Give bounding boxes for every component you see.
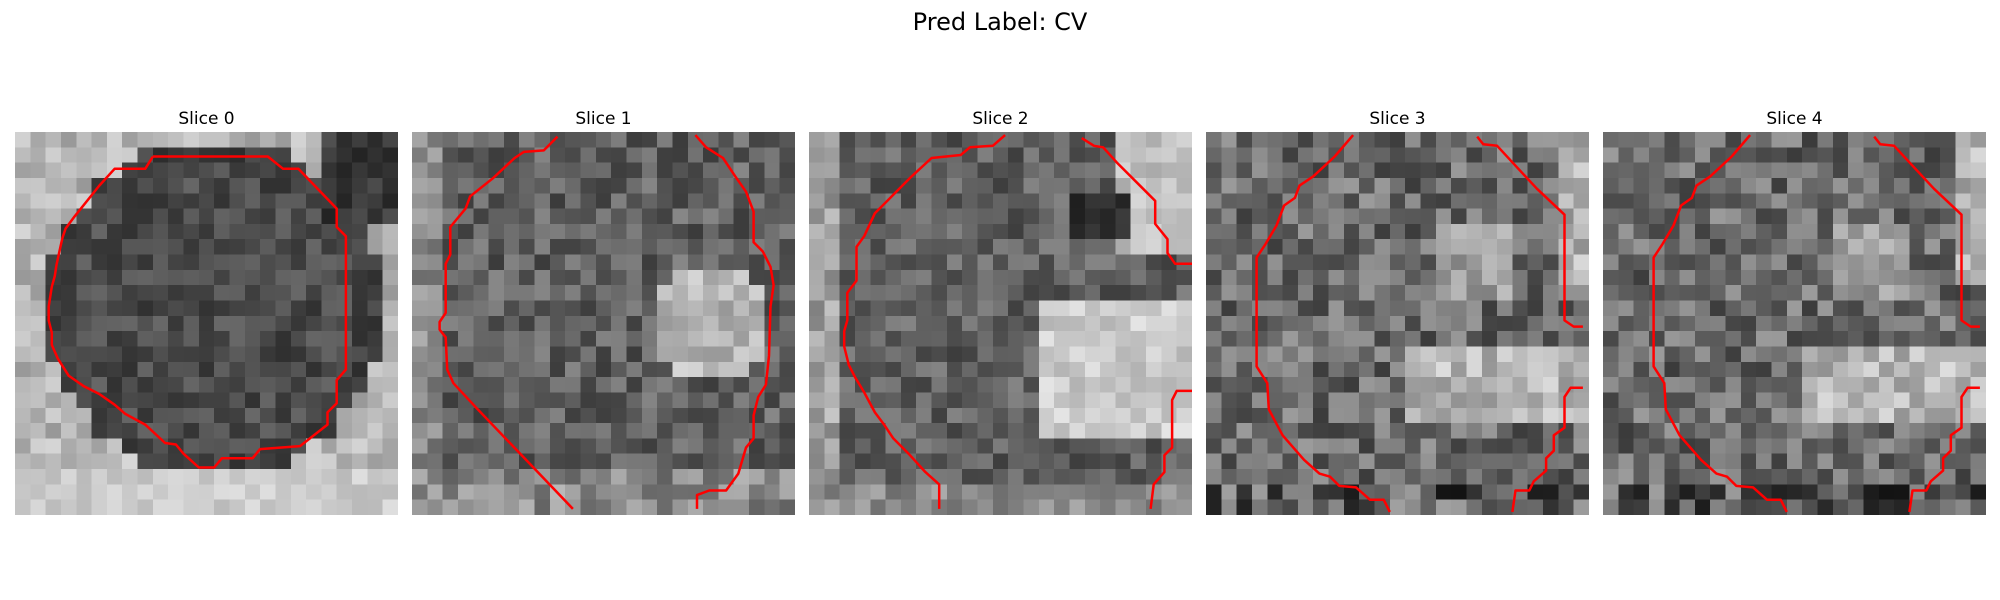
contour-line [1255, 134, 1391, 513]
slice-image-3 [1206, 132, 1589, 515]
contour-line [1149, 389, 1192, 510]
figure-title: Pred Label: CV [912, 8, 1088, 36]
contour-line [1081, 137, 1192, 266]
slice-title-3: Slice 3 [1369, 109, 1426, 129]
contour-line [694, 134, 775, 509]
slice-title-4: Slice 4 [1766, 109, 1823, 129]
contour-line [1511, 386, 1583, 513]
slice-panel-3: Slice 3 [1206, 108, 1589, 515]
contour-line [1908, 386, 1980, 513]
slice-panel-1: Slice 1 [412, 108, 795, 515]
slice-image-2 [809, 132, 1192, 515]
contour-line [47, 155, 348, 469]
contour-line [1873, 135, 1980, 328]
slice-image-1 [412, 132, 795, 515]
slice-panel-2: Slice 2 [809, 108, 1192, 515]
slice-panel-4: Slice 4 [1603, 108, 1986, 515]
contour-line [438, 135, 574, 510]
slice-panel-0: Slice 0 [15, 108, 398, 515]
slice-image-4 [1603, 132, 1986, 515]
contour-line [1476, 135, 1583, 328]
slice-image-0 [15, 132, 398, 515]
contour-line [1652, 134, 1788, 513]
contour-line [842, 134, 1006, 509]
slice-title-0: Slice 0 [178, 109, 235, 129]
slice-title-1: Slice 1 [575, 109, 632, 129]
slice-title-2: Slice 2 [972, 109, 1029, 129]
